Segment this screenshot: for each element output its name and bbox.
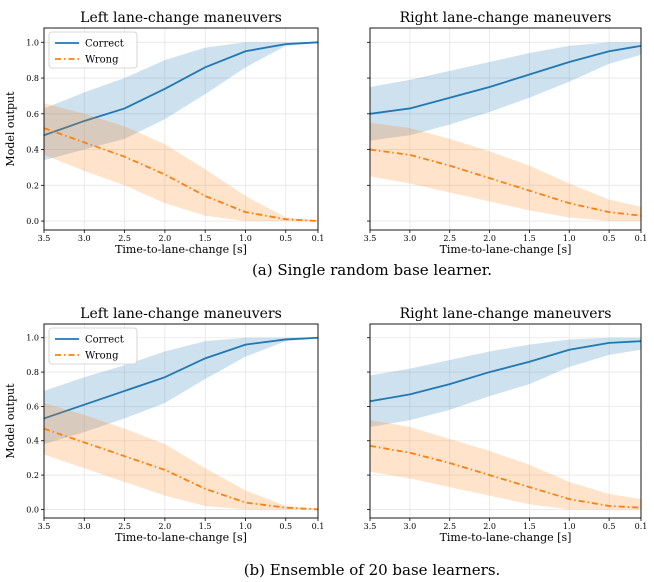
x-tick-label: 1.0	[563, 234, 576, 243]
x-tick-label: 1.0	[239, 234, 252, 243]
series-line-0	[44, 336, 318, 420]
series-line-1	[44, 427, 318, 511]
legend-label-1: Wrong	[85, 55, 119, 66]
y-tick-label: 0.4	[26, 146, 39, 155]
series-band-1	[44, 402, 318, 510]
chart-title: Left lane-change maneuvers	[80, 10, 282, 26]
y-tick-label: 0.2	[26, 181, 39, 190]
series-band-1	[370, 420, 641, 510]
x-tick-label: 1.0	[239, 522, 252, 531]
y-tick-label: 0.0	[26, 505, 39, 514]
x-tick-label: 2.5	[443, 522, 456, 531]
chart-panel-0: 3.5 3.0 2.5 2.0 1.5 1.0 0.5 0.1 0.0 0.2 0.4 0.6 0.8 1…	[4, 10, 324, 256]
x-tick-label: 1.5	[199, 234, 212, 243]
chart-title: Right lane-change maneuvers	[400, 10, 612, 26]
series-line-0	[370, 44, 641, 115]
series-line-1	[44, 127, 318, 222]
y-axis-label: Model output	[4, 91, 17, 167]
x-tick-label: 0.5	[603, 522, 616, 531]
series-band-1	[370, 122, 641, 222]
x-tick-label: 2.0	[159, 522, 172, 531]
series-band-0	[44, 42, 318, 161]
x-tick-label: 0.5	[279, 234, 292, 243]
y-tick-label: 0.6	[26, 110, 39, 119]
caption-a: (a) Single random base learner.	[252, 261, 492, 279]
series-line-0	[44, 41, 318, 137]
x-tick-label: 2.0	[483, 234, 496, 243]
x-tick-label: 0.5	[603, 234, 616, 243]
x-tick-label: 3.0	[78, 522, 91, 531]
x-tick-label: 0.1	[635, 522, 648, 531]
x-tick-label: 3.5	[38, 522, 51, 531]
y-tick-label: 1.0	[26, 334, 39, 343]
series-band-0	[370, 337, 641, 428]
x-tick-label: 1.0	[563, 522, 576, 531]
y-axis-label: Model output	[4, 383, 17, 459]
x-tick-label: 0.1	[635, 234, 648, 243]
series-line-1	[370, 148, 641, 217]
y-tick-label: 0.8	[26, 74, 39, 83]
y-tick-label: 0.6	[26, 402, 39, 411]
plot-frame	[369, 27, 642, 231]
x-tick-label: 3.0	[403, 234, 416, 243]
series-band-1	[44, 103, 318, 222]
chart-title: Left lane-change maneuvers	[80, 306, 282, 322]
x-tick-label: 3.0	[78, 234, 91, 243]
x-axis-label: Time-to-lane-change [s]	[440, 531, 572, 544]
x-tick-label: 3.5	[364, 522, 377, 531]
x-tick-label: 2.0	[483, 522, 496, 531]
series-line-0	[370, 340, 641, 403]
plot-frame	[369, 323, 642, 519]
y-tick-label: 0.0	[26, 217, 39, 226]
x-tick-label: 3.5	[364, 234, 377, 243]
chart-panel-3: 3.5 3.0 2.5 2.0 1.5 1.0 0.5 0.1 Right lane-chang…	[364, 306, 648, 544]
x-axis-label: Time-to-lane-change [s]	[440, 243, 572, 256]
x-tick-label: 1.5	[523, 234, 536, 243]
y-tick-label: 1.0	[26, 38, 39, 47]
chart-panel-2: 3.5 3.0 2.5 2.0 1.5 1.0 0.5 0.1 0.0 0.2 0.4 0.6 0.8 1…	[4, 306, 324, 544]
y-tick-label: 0.4	[26, 437, 39, 446]
x-tick-label: 3.0	[403, 522, 416, 531]
chart-panel-1: 3.5 3.0 2.5 2.0 1.5 1.0 0.5 0.1 Right lane-chang…	[364, 10, 648, 256]
series-band-0	[44, 337, 318, 445]
x-tick-label: 1.5	[523, 522, 536, 531]
caption-b: (b) Ensemble of 20 base learners.	[244, 561, 501, 579]
x-tick-label: 0.1	[312, 234, 325, 243]
plot-frame	[43, 323, 319, 519]
x-axis-label: Time-to-lane-change [s]	[115, 531, 247, 544]
legend-label-0: Correct	[85, 335, 124, 346]
x-tick-label: 0.5	[279, 522, 292, 531]
series-band-0	[370, 42, 641, 141]
x-tick-label: 2.5	[118, 234, 131, 243]
x-tick-label: 2.5	[443, 234, 456, 243]
legend-label-1: Wrong	[85, 351, 119, 362]
x-tick-label: 0.1	[312, 522, 325, 531]
y-tick-label: 0.2	[26, 471, 39, 480]
x-tick-label: 1.5	[199, 522, 212, 531]
chart-title: Right lane-change maneuvers	[400, 306, 612, 322]
x-tick-label: 2.0	[159, 234, 172, 243]
plot-frame	[43, 27, 319, 231]
legend-label-0: Correct	[85, 39, 124, 50]
panels: 3.5 3.0 2.5 2.0 1.5 1.0 0.5 0.1 0.0 0.2 0.4 0.6 0.8 1…	[4, 10, 647, 544]
x-tick-label: 3.5	[38, 234, 51, 243]
y-tick-label: 0.8	[26, 368, 39, 377]
x-tick-label: 2.5	[118, 522, 131, 531]
series-line-1	[370, 445, 641, 509]
x-axis-label: Time-to-lane-change [s]	[115, 243, 247, 256]
